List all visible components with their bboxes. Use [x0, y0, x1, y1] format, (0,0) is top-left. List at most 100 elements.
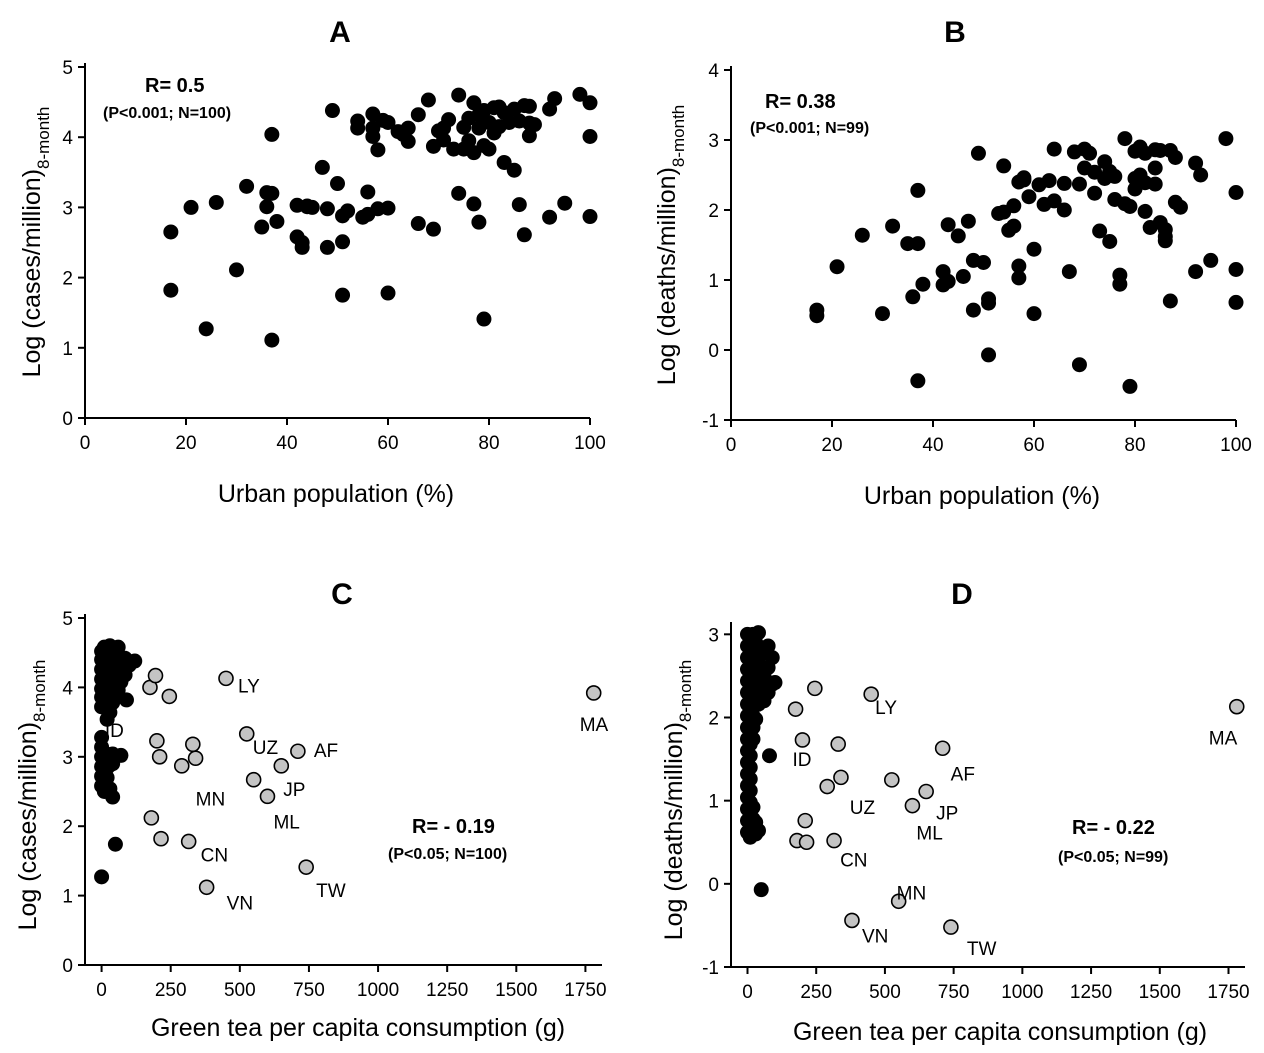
stat-r-d: R= - 0.22 [1072, 817, 1155, 839]
country-label-ly-d: LY [875, 698, 897, 719]
data-point-b [1137, 203, 1153, 219]
x-tick-label-c: 0 [96, 980, 107, 1001]
x-tick-label-c: 1250 [426, 980, 468, 1001]
data-point-b [1046, 141, 1062, 157]
country-label-cn-c: CN [201, 845, 228, 866]
data-point-a [521, 98, 537, 114]
y-tick-label-a: 2 [62, 269, 73, 290]
y-tick-label-b: 4 [708, 61, 719, 82]
x-tick-label-c: 1750 [564, 980, 606, 1001]
x-axis-title-c: Green tea per capita consumption (g) [151, 1014, 565, 1042]
highlighted-point-d [798, 834, 815, 851]
data-point-a [198, 321, 214, 337]
data-point-a [254, 219, 270, 235]
data-point-b [1082, 145, 1098, 161]
x-tick-label-d: 1250 [1070, 982, 1112, 1003]
data-point-b [976, 255, 991, 270]
highlighted-point-c [151, 748, 168, 765]
panel-label-d: D [951, 578, 973, 611]
data-point-a [425, 221, 441, 237]
data-point-b [854, 227, 870, 243]
data-point-a [229, 262, 244, 278]
stat-r-c: R= - 0.19 [412, 816, 495, 838]
data-point-b [1061, 264, 1077, 280]
data-point-a [380, 200, 396, 216]
highlighted-point-d [934, 740, 951, 757]
data-point-a [466, 196, 482, 212]
highlighted-point-c [149, 733, 165, 749]
x-axis-title-a: Urban population (%) [218, 480, 454, 508]
data-point-a [400, 133, 416, 149]
panel-label-a: A [329, 16, 351, 49]
x-tick-label-c: 250 [155, 980, 187, 1001]
x-tick-label-d: 1750 [1207, 982, 1249, 1003]
data-point-b [1026, 241, 1042, 257]
y-tick-label-b: 2 [708, 201, 719, 222]
data-point-d [750, 625, 766, 641]
data-point-b [1016, 172, 1032, 188]
data-point-a [163, 224, 179, 240]
data-point-c [127, 653, 143, 669]
country-label-ma-d: MA [1209, 729, 1238, 750]
y-tick-label-c: 4 [62, 678, 73, 699]
data-point-b [1006, 218, 1022, 234]
y-tick-label-c: 3 [62, 748, 73, 769]
data-point-b [875, 306, 890, 322]
data-point-a [526, 117, 542, 133]
data-point-d [767, 675, 783, 691]
highlighted-point-d [943, 919, 959, 935]
country-label-id-c: ID [105, 721, 124, 742]
data-point-b [1107, 168, 1123, 184]
x-tick-label-c: 750 [293, 980, 325, 1001]
highlighted-point-d [1228, 698, 1245, 715]
data-point-b [910, 373, 926, 389]
data-point-a [163, 282, 179, 298]
country-label-ly-c: LY [238, 676, 260, 697]
data-point-d [761, 748, 777, 764]
data-point-a [557, 195, 573, 211]
data-point-b [1102, 234, 1118, 249]
x-tick-label-d: 1000 [1001, 982, 1043, 1003]
country-label-jp-c: JP [283, 780, 305, 801]
data-point-a [506, 162, 522, 178]
data-point-a [239, 178, 255, 194]
y-tick-label-b: 3 [708, 131, 719, 152]
data-point-b [1046, 193, 1062, 209]
data-point-a [400, 120, 416, 136]
data-point-b [1071, 357, 1087, 373]
data-point-b [1218, 131, 1234, 147]
data-point-b [996, 158, 1012, 174]
data-point-c [118, 692, 134, 708]
stat-p-a: (P<0.001; N=100) [103, 105, 231, 122]
country-label-jp-d: JP [936, 804, 958, 825]
data-point-a [420, 92, 436, 108]
data-point-a [294, 239, 310, 255]
highlighted-point-d [833, 769, 849, 786]
data-point-b [1041, 173, 1057, 189]
data-point-b [1162, 293, 1178, 309]
country-label-vn-d: VN [862, 926, 888, 947]
data-point-b [1157, 229, 1173, 245]
data-point-c [94, 869, 110, 885]
data-point-b [905, 289, 921, 305]
data-point-b [910, 236, 926, 252]
country-label-mn-d: MN [897, 883, 927, 904]
x-tick-label-c: 1000 [357, 980, 399, 1001]
country-label-id-d: ID [792, 750, 811, 771]
data-point-a [370, 142, 386, 158]
data-point-b [829, 259, 845, 275]
data-point-b [1127, 171, 1143, 186]
data-point-a [380, 114, 396, 130]
y-tick-label-c: 0 [62, 956, 73, 977]
y-tick-label-d: 0 [708, 875, 719, 896]
y-tick-label-c: 5 [62, 609, 73, 630]
data-point-b [915, 276, 931, 292]
y-axis-title-a: Log (cases/million)8-month [18, 107, 53, 378]
highlighted-point-c [259, 788, 276, 805]
y-tick-label-c: 1 [62, 887, 73, 908]
country-label-af-c: AF [314, 741, 338, 762]
country-label-uz-d: UZ [850, 798, 876, 819]
y-tick-label-b: -1 [702, 411, 719, 432]
highlighted-point-d [819, 778, 836, 795]
highlighted-point-c [147, 667, 164, 684]
